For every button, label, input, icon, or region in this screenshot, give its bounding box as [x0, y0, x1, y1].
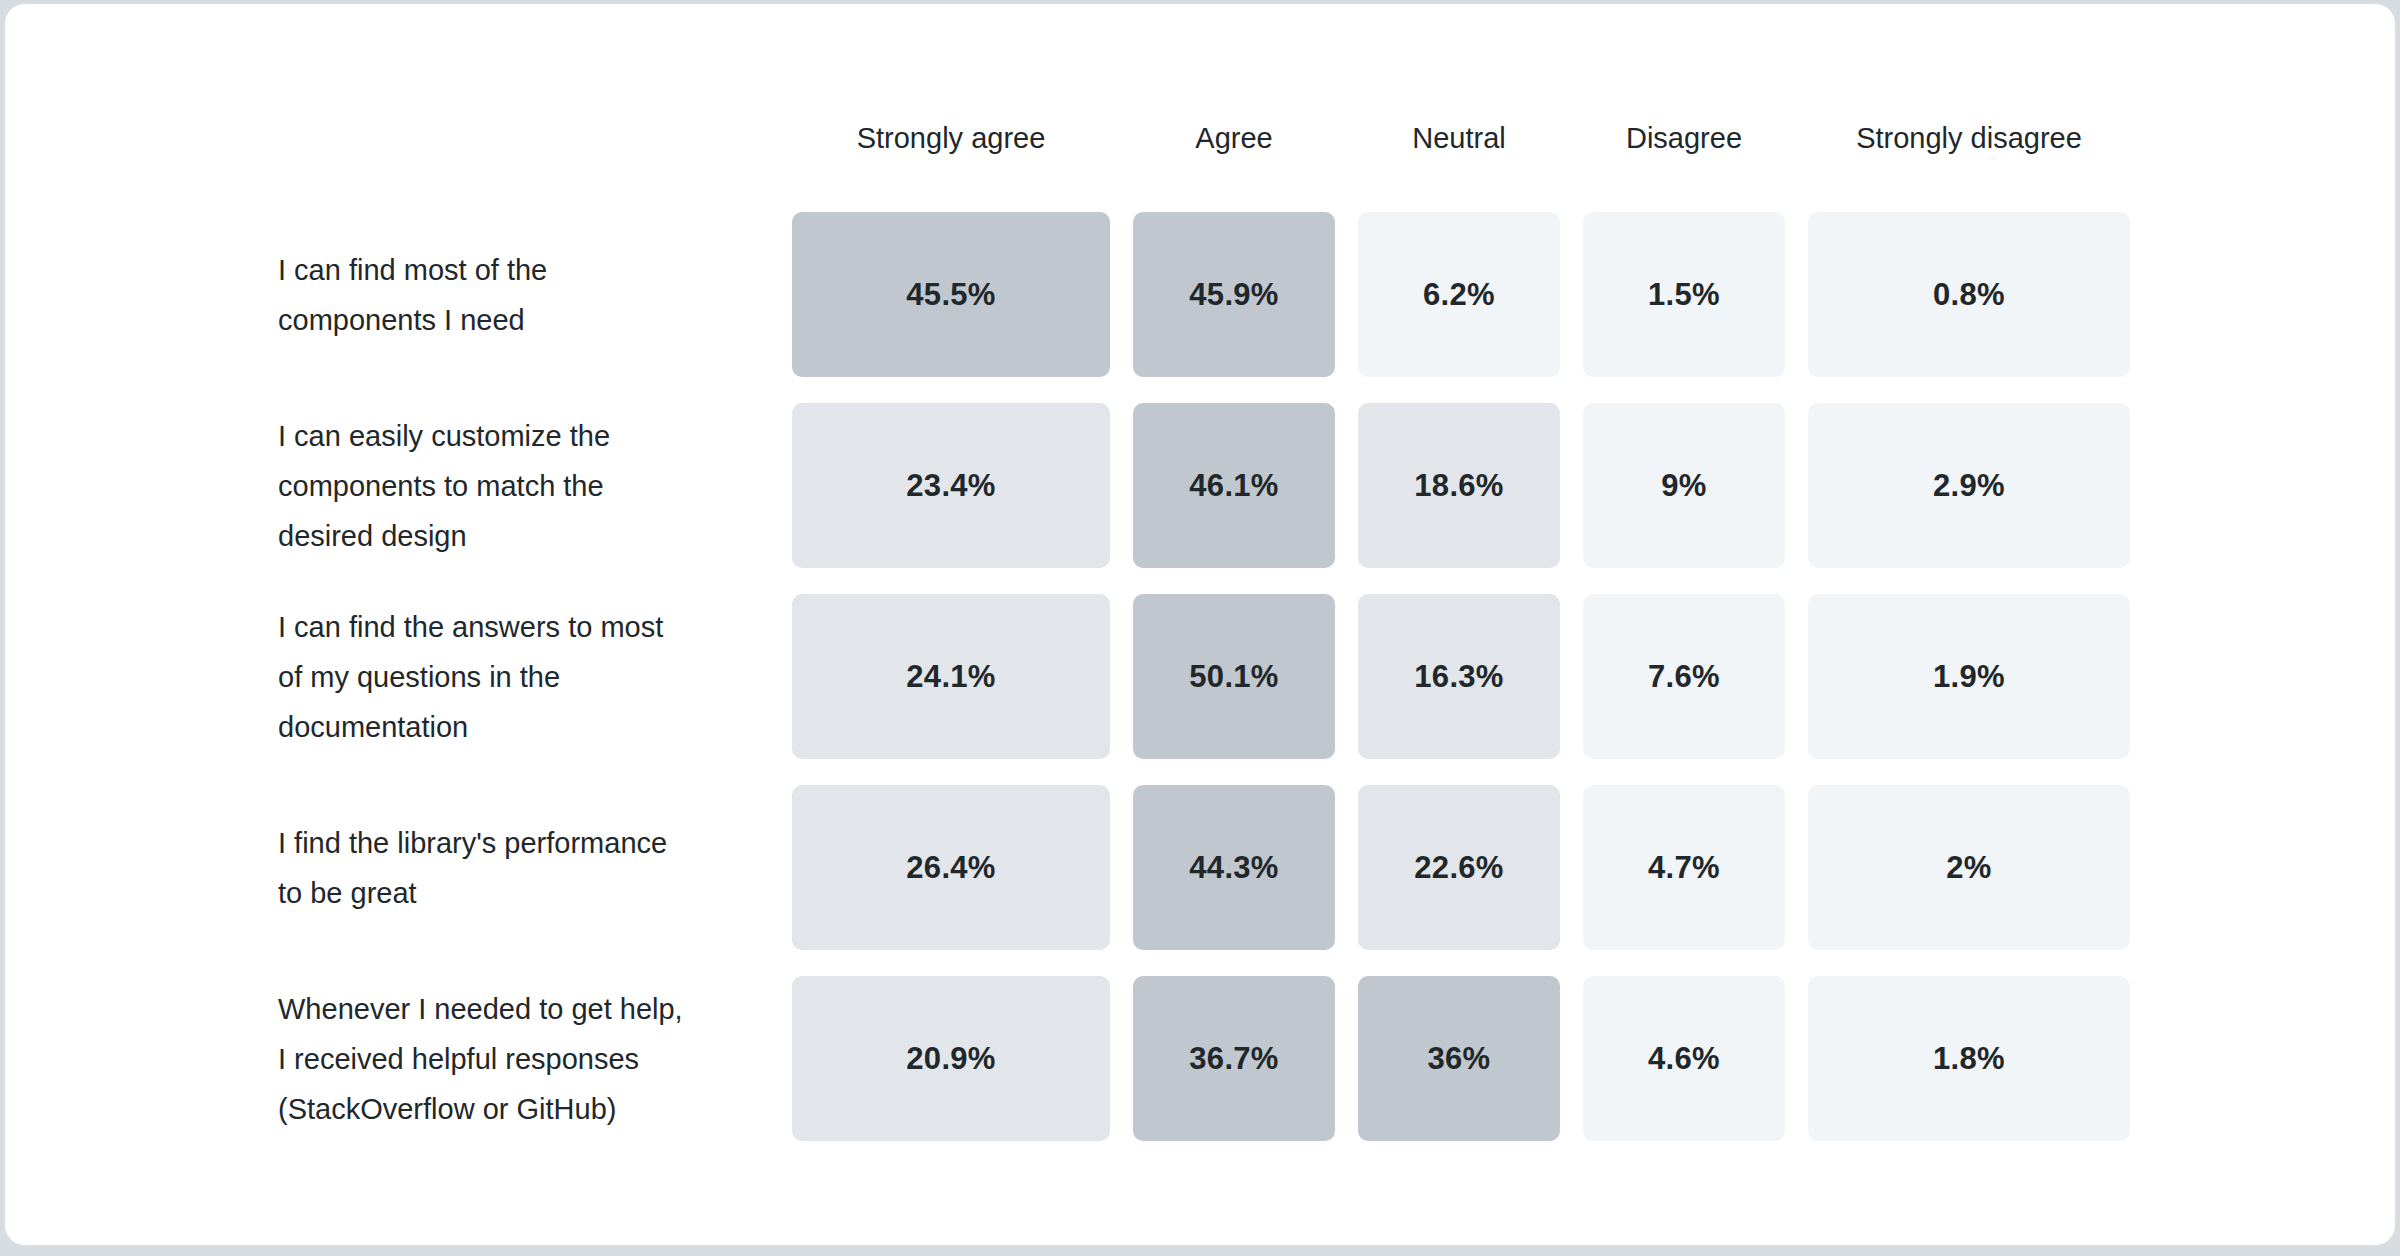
heatmap-cell: 44.3%	[1133, 785, 1335, 950]
heatmap-cell: 4.6%	[1583, 976, 1785, 1141]
column-header-agree: Agree	[1133, 122, 1335, 155]
heatmap-cell: 1.5%	[1583, 212, 1785, 377]
heatmap-cell: 4.7%	[1583, 785, 1785, 950]
heatmap-cell: 18.6%	[1358, 403, 1560, 568]
heatmap-cell: 46.1%	[1133, 403, 1335, 568]
heatmap-cell: 45.9%	[1133, 212, 1335, 377]
heatmap-cell: 23.4%	[792, 403, 1110, 568]
heatmap-cell: 0.8%	[1808, 212, 2130, 377]
heatmap-cell: 24.1%	[792, 594, 1110, 759]
column-header-disagree: Disagree	[1583, 122, 1785, 155]
row-label: I find the library's performanceto be gr…	[278, 818, 769, 918]
row-label: Whenever I needed to get help,I received…	[278, 984, 769, 1134]
column-header-strongly-agree: Strongly agree	[792, 122, 1110, 155]
heatmap-cell: 1.8%	[1808, 976, 2130, 1141]
heatmap-cell: 45.5%	[792, 212, 1110, 377]
heatmap-cell: 20.9%	[792, 976, 1110, 1141]
column-header-neutral: Neutral	[1358, 122, 1560, 155]
page-background: { "page": { "background_color": "#d6dce0…	[0, 0, 2400, 1256]
heatmap-cell: 2%	[1808, 785, 2130, 950]
heatmap-cell: 7.6%	[1583, 594, 1785, 759]
heatmap-cell: 9%	[1583, 403, 1785, 568]
likert-heatmap: Strongly agree Agree Neutral Disagree St…	[278, 4, 2130, 1141]
heatmap-cell: 1.9%	[1808, 594, 2130, 759]
survey-results-card: Strongly agree Agree Neutral Disagree St…	[3, 2, 2397, 1247]
heatmap-cell: 16.3%	[1358, 594, 1560, 759]
row-label: I can find the answers to mostof my ques…	[278, 602, 769, 752]
heatmap-cell: 22.6%	[1358, 785, 1560, 950]
row-label: I can easily customize thecomponents to …	[278, 411, 769, 561]
heatmap-cell: 36.7%	[1133, 976, 1335, 1141]
column-header-strongly-disagree: Strongly disagree	[1808, 122, 2130, 155]
heatmap-cell: 26.4%	[792, 785, 1110, 950]
heatmap-cell: 2.9%	[1808, 403, 2130, 568]
heatmap-cell: 50.1%	[1133, 594, 1335, 759]
row-label: I can find most of thecomponents I need	[278, 245, 769, 345]
heatmap-cell: 6.2%	[1358, 212, 1560, 377]
heatmap-cell: 36%	[1358, 976, 1560, 1141]
